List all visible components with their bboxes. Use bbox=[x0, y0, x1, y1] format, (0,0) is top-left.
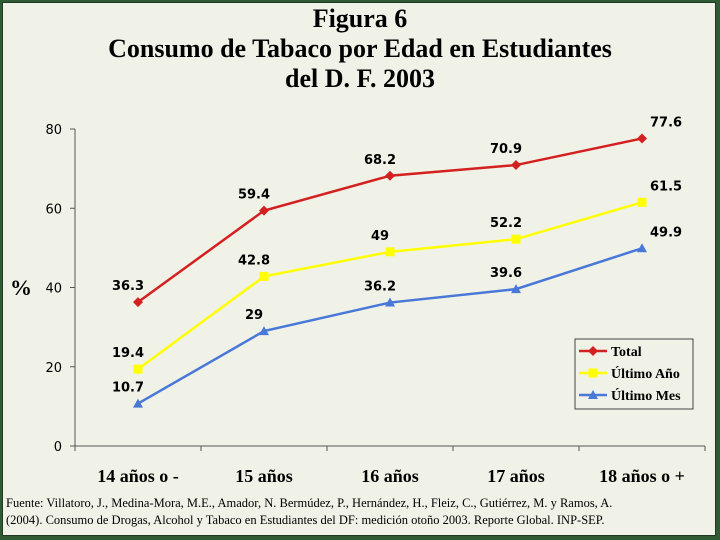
series-line bbox=[137, 247, 643, 405]
data-point bbox=[133, 398, 143, 408]
legend-marker bbox=[588, 390, 598, 399]
data-point bbox=[259, 205, 269, 216]
y-axis-label: % bbox=[10, 275, 32, 300]
data-label: 10.7 bbox=[112, 381, 144, 396]
title-line-3: del D. F. 2003 bbox=[285, 64, 435, 93]
data-label: 36.2 bbox=[364, 280, 396, 295]
data-label: 49 bbox=[371, 229, 389, 244]
y-tick-label: 20 bbox=[45, 361, 62, 376]
data-label: 36.3 bbox=[112, 279, 144, 294]
y-tick-label: 80 bbox=[45, 123, 62, 138]
y-tick-label: 40 bbox=[45, 282, 62, 297]
data-point bbox=[385, 297, 395, 307]
source-note: Fuente: Villatoro, J., Medina-Mora, M.E.… bbox=[6, 495, 712, 529]
data-label: 70.9 bbox=[490, 142, 522, 157]
data-point bbox=[511, 284, 521, 294]
y-tick-label: 60 bbox=[45, 202, 62, 217]
x-tick-label: 15 años bbox=[235, 466, 293, 486]
legend-marker bbox=[588, 368, 598, 378]
legend-label: Total bbox=[611, 345, 642, 360]
title-line-1: Figura 6 bbox=[312, 4, 408, 33]
data-point bbox=[133, 364, 143, 374]
x-tick-label: 18 años o + bbox=[599, 466, 685, 486]
data-label: 68.2 bbox=[364, 153, 396, 168]
data-point bbox=[637, 133, 647, 144]
legend-label: Último Año bbox=[611, 365, 680, 382]
data-label: 19.4 bbox=[112, 346, 144, 361]
data-point bbox=[637, 243, 647, 253]
x-tick-label: 14 años o - bbox=[97, 466, 179, 486]
legend-label: Último Mes bbox=[611, 387, 681, 404]
title-line-2: Consumo de Tabaco por Edad en Estudiante… bbox=[108, 34, 612, 63]
data-point bbox=[259, 326, 269, 336]
data-point bbox=[385, 247, 395, 257]
data-point bbox=[637, 197, 647, 207]
data-label: 29 bbox=[245, 308, 263, 323]
data-point bbox=[133, 297, 143, 308]
y-tick-label: 0 bbox=[54, 440, 62, 455]
x-tick-label: 17 años bbox=[487, 466, 545, 486]
data-label: 61.5 bbox=[650, 179, 682, 194]
data-label: 77.6 bbox=[650, 116, 682, 131]
data-point bbox=[385, 170, 395, 181]
data-point bbox=[511, 160, 521, 171]
legend-marker bbox=[588, 346, 598, 356]
chart-title: Figura 6 Consumo de Tabaco por Edad en E… bbox=[0, 4, 720, 94]
data-label: 42.8 bbox=[238, 253, 270, 268]
source-line-1: Fuente: Villatoro, J., Medina-Mora, M.E.… bbox=[6, 496, 613, 510]
data-point bbox=[259, 271, 269, 281]
data-label: 39.6 bbox=[490, 266, 522, 281]
source-line-2: (2004). Consumo de Drogas, Alcohol y Tab… bbox=[6, 513, 605, 527]
data-label: 59.4 bbox=[238, 188, 270, 203]
data-label: 52.2 bbox=[490, 216, 522, 231]
data-point bbox=[511, 234, 521, 244]
data-label: 49.9 bbox=[650, 225, 682, 240]
x-tick-label: 16 años bbox=[361, 466, 419, 486]
